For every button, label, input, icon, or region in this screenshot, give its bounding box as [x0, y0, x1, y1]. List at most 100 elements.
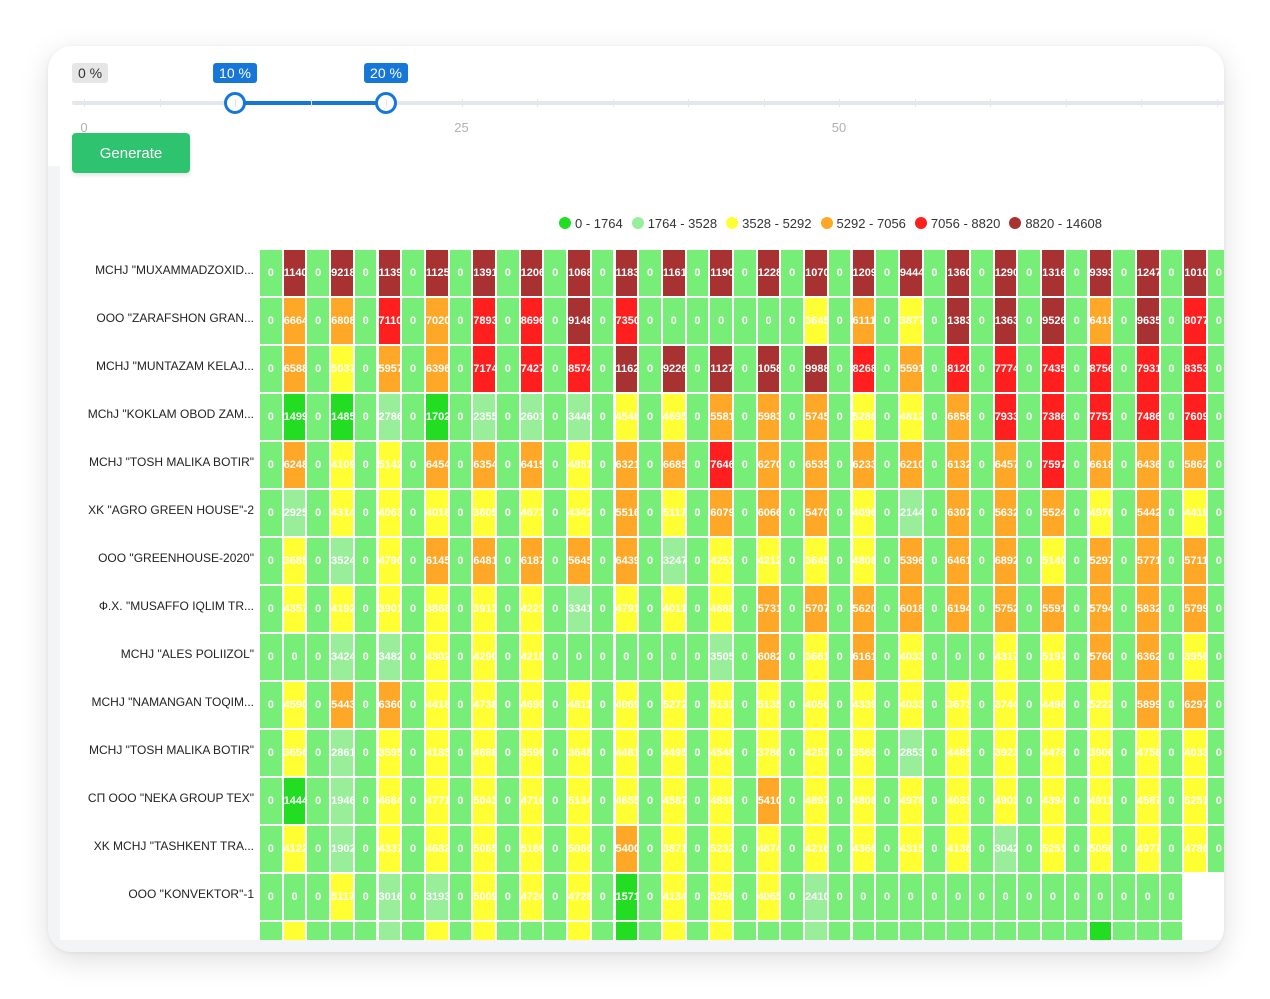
heatmap-cell[interactable]: 9526 [1042, 298, 1066, 346]
heatmap-cell[interactable]: 0 [971, 634, 995, 682]
heatmap-cell[interactable]: 4302 [425, 634, 450, 682]
heatmap-cell[interactable]: 0 [544, 298, 569, 346]
heatmap-cell[interactable]: 3596 [520, 730, 545, 778]
heatmap-cell[interactable]: 4063 [378, 490, 403, 538]
heatmap-cell[interactable]: 7933 [994, 394, 1019, 442]
heatmap-cell[interactable]: 0 [686, 490, 711, 538]
heatmap-cell[interactable]: 5232 [710, 826, 734, 874]
heatmap-cell[interactable]: 0 [686, 778, 711, 826]
heatmap-cell[interactable]: 0 [307, 442, 332, 490]
heatmap-cell[interactable]: 5983 [757, 394, 782, 442]
heatmap-cell[interactable]: 0 [828, 538, 853, 586]
heatmap-cell[interactable]: 0 [639, 250, 663, 298]
heatmap-cell[interactable]: 5957 [378, 346, 403, 394]
heatmap-cell[interactable]: 0 [1018, 826, 1043, 874]
heatmap-cell[interactable]: 0 [971, 586, 995, 634]
heatmap-cell[interactable]: 0 [1160, 250, 1185, 298]
heatmap-cell[interactable]: 0 [307, 586, 332, 634]
heatmap-cell[interactable]: 0 [544, 730, 569, 778]
heatmap-cell[interactable]: 0 [402, 874, 426, 922]
heatmap-cell[interactable]: 5186 [520, 826, 545, 874]
heatmap-cell[interactable]: 0 [923, 730, 948, 778]
heatmap-cell[interactable]: 0 [1160, 442, 1185, 490]
heatmap-cell[interactable]: 13630 [994, 298, 1019, 346]
heatmap-cell[interactable]: 0 [497, 826, 521, 874]
heatmap-cell[interactable]: 0 [899, 922, 924, 940]
heatmap-cell[interactable]: 0 [260, 586, 284, 634]
heatmap-cell[interactable]: 3923 [994, 730, 1019, 778]
heatmap-cell[interactable]: 3900 [568, 922, 592, 940]
heatmap-cell[interactable]: 4033 [899, 634, 924, 682]
heatmap-cell[interactable]: 0 [828, 490, 853, 538]
heatmap-cell[interactable]: 0 [1065, 682, 1090, 730]
heatmap-cell[interactable]: 0 [591, 442, 616, 490]
heatmap-cell[interactable]: 0 [354, 922, 379, 940]
legend-item[interactable]: 0 - 1764 [559, 216, 623, 231]
heatmap-cell[interactable]: 10680 [568, 250, 592, 298]
heatmap-cell[interactable]: 0 [639, 826, 663, 874]
heatmap-cell[interactable]: 5396 [899, 538, 924, 586]
heatmap-cell[interactable]: 4257 [805, 730, 829, 778]
heatmap-cell[interactable]: 0 [307, 490, 332, 538]
heatmap-cell[interactable]: 4978 [899, 778, 924, 826]
heatmap-cell[interactable]: 0 [260, 490, 284, 538]
heatmap-cell[interactable]: 0 [734, 730, 758, 778]
heatmap-cell[interactable]: 0 [497, 250, 521, 298]
heatmap-cell[interactable]: 0 [852, 922, 877, 940]
heatmap-cell[interactable]: 5222 [1089, 682, 1114, 730]
heatmap-cell[interactable]: 3341 [568, 586, 592, 634]
heatmap-cell[interactable]: 4011 [662, 586, 687, 634]
heatmap-cell[interactable]: 0 [307, 922, 332, 940]
heatmap-cell[interactable]: 0 [1160, 874, 1185, 922]
heatmap-cell[interactable]: 0 [734, 922, 758, 940]
heatmap-cell[interactable]: 5899 [1136, 682, 1161, 730]
heatmap-cell[interactable]: 0 [876, 346, 900, 394]
heatmap-cell[interactable]: 4394 [1042, 778, 1066, 826]
heatmap-cell[interactable]: 0 [781, 634, 806, 682]
heatmap-cell[interactable]: 6892 [994, 538, 1019, 586]
heatmap-cell[interactable]: 0 [1208, 490, 1224, 538]
heatmap-cell[interactable]: 0 [876, 298, 900, 346]
heatmap-cell[interactable]: 0 [876, 634, 900, 682]
heatmap-cell[interactable]: 0 [781, 394, 806, 442]
heatmap-cell[interactable]: 0 [1113, 538, 1137, 586]
heatmap-cell[interactable]: 0 [1136, 874, 1161, 922]
heatmap-cell[interactable]: 6297 [1184, 682, 1208, 730]
heatmap-cell[interactable]: 4874 [757, 826, 782, 874]
heatmap-cell[interactable]: 0 [402, 346, 426, 394]
heatmap-cell[interactable]: 0 [828, 586, 853, 634]
heatmap-cell[interactable]: 0 [1018, 298, 1043, 346]
heatmap-cell[interactable]: 0 [923, 682, 948, 730]
heatmap-cell[interactable]: 0 [591, 922, 616, 940]
heatmap-cell[interactable]: 0 [639, 634, 663, 682]
heatmap-cell[interactable]: 0 [1018, 778, 1043, 826]
heatmap-cell[interactable]: 4485 [947, 730, 971, 778]
heatmap-cell[interactable]: 0 [1018, 682, 1043, 730]
heatmap-cell[interactable]: 0 [734, 682, 758, 730]
heatmap-cell[interactable]: 6439 [615, 538, 640, 586]
heatmap-cell[interactable]: 0 [591, 490, 616, 538]
heatmap-cell[interactable]: 0 [852, 874, 877, 922]
heatmap-cell[interactable]: 0 [1113, 826, 1137, 874]
heatmap-cell[interactable]: 0 [354, 826, 379, 874]
heatmap-cell[interactable]: 0 [686, 634, 711, 682]
heatmap-cell[interactable]: 5470 [805, 490, 829, 538]
heatmap-cell[interactable]: 4903 [994, 778, 1019, 826]
heatmap-cell[interactable]: 0 [1018, 250, 1043, 298]
heatmap-cell[interactable]: 0 [639, 346, 663, 394]
heatmap-cell[interactable]: 3193 [425, 874, 450, 922]
heatmap-cell[interactable]: 4342 [568, 490, 592, 538]
heatmap-cell[interactable]: 3906 [1089, 730, 1114, 778]
heatmap-cell[interactable]: 3565 [852, 730, 877, 778]
heatmap-cell[interactable]: 3871 [662, 826, 687, 874]
heatmap-cell[interactable]: 0 [449, 730, 474, 778]
heatmap-cell[interactable]: 4495 [662, 730, 687, 778]
heatmap-cell[interactable]: 3524 [331, 538, 355, 586]
heatmap-cell[interactable]: 0 [544, 922, 569, 940]
heatmap-cell[interactable]: 0 [1160, 682, 1185, 730]
heatmap-cell[interactable]: 0 [354, 778, 379, 826]
heatmap-cell[interactable]: 3595 [378, 730, 403, 778]
heatmap-cell[interactable]: 0 [331, 922, 355, 940]
heatmap-cell[interactable]: 7020 [425, 298, 450, 346]
heatmap-cell[interactable]: 5065 [473, 826, 497, 874]
